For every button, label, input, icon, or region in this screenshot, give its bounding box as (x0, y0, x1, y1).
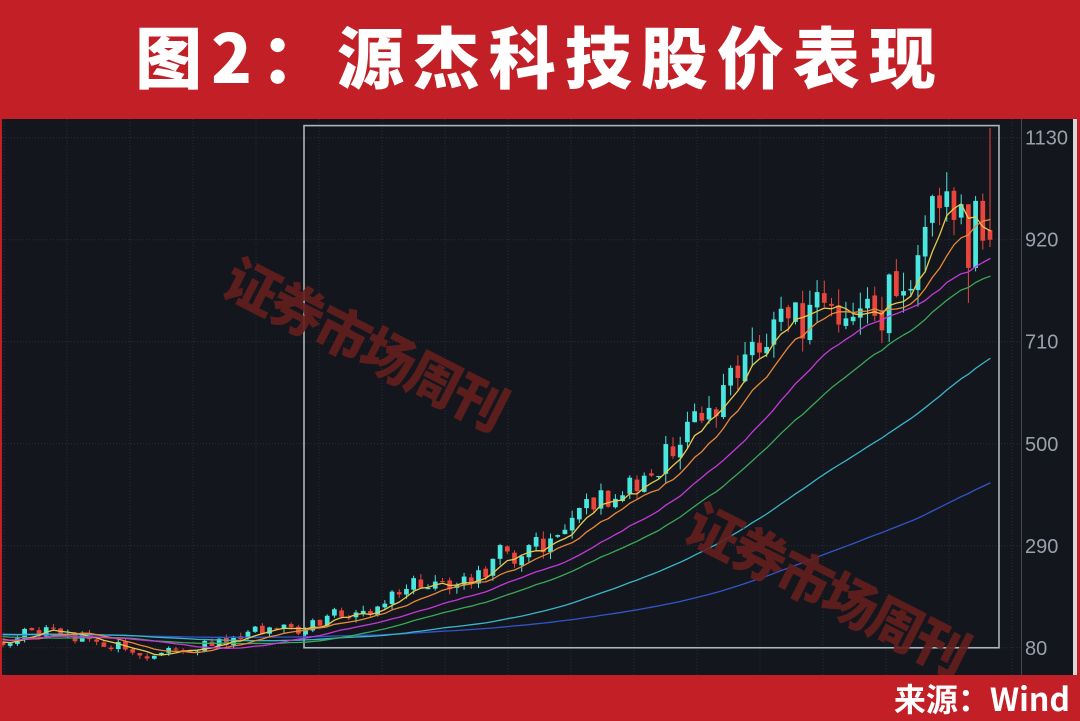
svg-text:710: 710 (1025, 332, 1058, 354)
svg-text:500: 500 (1025, 434, 1058, 456)
svg-text:1130: 1130 (1025, 128, 1068, 150)
svg-text:290: 290 (1025, 536, 1058, 558)
svg-text:80: 80 (1025, 638, 1047, 660)
svg-text:920: 920 (1025, 230, 1058, 252)
